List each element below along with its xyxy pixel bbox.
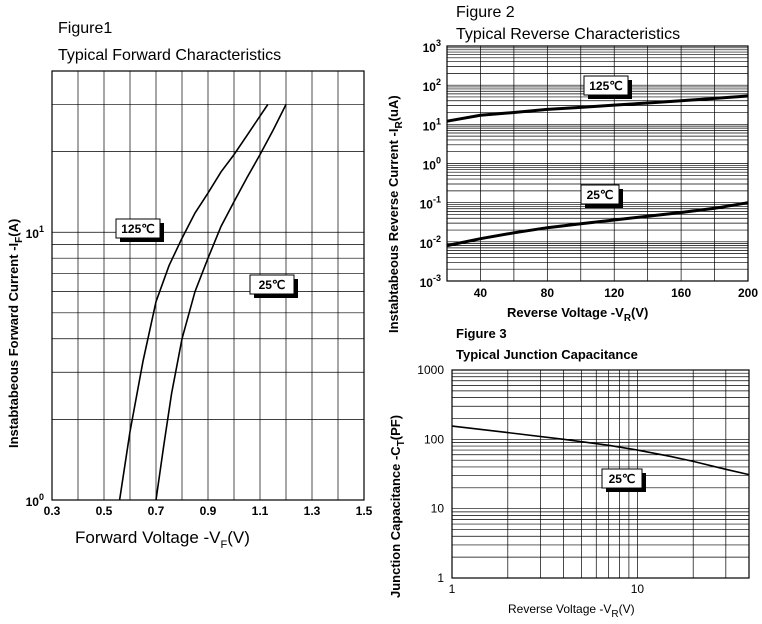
figure-1-label: Figure1 [58,20,112,37]
figure-3-series-label-box [601,468,643,489]
figure-3-series-label: 25℃ [609,472,636,486]
figure-2-series-label-box [580,184,620,205]
figure-3-y-tick-label: 1000 [417,363,444,377]
figure-2-plot-frame [446,45,749,282]
figure-2-series-line [446,201,749,248]
figure-2-y-axis-label: Instabtabeous Reverse Current -IR(uA) [386,95,405,333]
figure-1-series-label-box [249,274,295,295]
figure-2-chart: Figure 2 Typical Reverse Characteristics… [386,4,758,333]
figure-2-label: Figure 2 [456,4,515,21]
figure-3-plot-frame [451,369,750,579]
figure-2-grid [446,45,749,282]
figure-3-y-tick-label: 100 [424,432,444,446]
figure-1-series-labels: 125℃ 25℃ [115,218,298,298]
figure-2-y-tick-label: 103 [423,38,441,55]
figure-3-curves [451,425,750,476]
figure-1-x-tick-label: 0.5 [96,504,113,518]
figure-2-series-labels: 125℃ 25℃ [580,75,632,208]
figure-1-x-tick-label: 0.3 [44,504,61,518]
figure-3-x-axis-label: Reverse Voltage -VR(V) [508,602,635,620]
figure-2-y-tick-label: 10-1 [420,195,441,212]
figure-3-title: Typical Junction Capacitance [456,347,638,362]
figure-3-label: Figure 3 [456,326,507,341]
figure-1-y-axis-label: Instabtabeous Forward Current -IF(A) [6,219,25,448]
figure-3-ticks: 1 10 1000 100 10 1 [417,363,644,596]
figure-2-title: Typical Reverse Characteristics [456,26,680,43]
figure-2-y-tick-label: 101 [423,116,441,133]
figure-1-x-axis-label: Forward Voltage -VF(V) [75,528,250,551]
figure-1-plot-frame [51,70,365,501]
figure-1-x-tick-label: 1.3 [304,504,321,518]
figure-1-curves [118,104,287,501]
figure-2-x-tick-label: 160 [671,286,691,300]
figure-2-x-tick-label: 120 [604,286,624,300]
figure-2-x-tick-label: 40 [474,286,488,300]
figure-1-x-tick-label: 1.1 [252,504,269,518]
figure-3-y-axis-label: Junction Capacitance -CT(PF) [388,415,407,598]
figure-2-x-tick-label: 80 [541,286,555,300]
figure-1-x-tick-label: 0.7 [148,504,165,518]
figure-1-chart: Figure1 Typical Forward Characteristics … [6,20,373,551]
figure-2-curves [446,94,749,248]
figure-2-x-axis-label: Reverse Voltage -VR(V) [507,305,648,324]
figure-2-y-tick-label: 10-3 [420,273,441,290]
figure-2-series-label-box [583,75,629,96]
figure-1-ticks: 0.3 0.5 0.7 0.9 1.1 1.3 1.5 100 101 [26,224,373,518]
figure-2-y-tick-label: 102 [423,77,441,94]
figure-3-y-tick-label: 10 [431,502,445,516]
figure-3-y-tick-label: 1 [437,571,444,585]
figure-1-x-tick-label: 0.9 [200,504,217,518]
figure-1-series-line [155,104,287,501]
figure-2-ticks: 40 80 120 160 200 103 102 101 100 10-1 10-2 10-3 [420,38,759,300]
figure-2-series-line [446,94,749,123]
figure-3-x-tick-label: 1 [449,582,456,596]
figure-3-x-tick-label: 10 [631,582,645,596]
figure-1-series-label-box [115,218,161,239]
figure-3-series-labels: 25℃ [601,468,646,492]
figure-1-title: Typical Forward Characteristics [58,47,281,64]
figure-1-series-label: 125℃ [121,222,155,236]
figure-2-x-tick-label: 200 [738,286,758,300]
figure-1-series-line [118,104,269,501]
figure-1-grid [51,70,365,501]
figure-1-x-tick-label: 1.5 [356,504,373,518]
figure-3-grid [451,369,750,579]
figure-1-y-tick-label: 101 [26,224,44,241]
figure-1-y-tick-label: 100 [26,492,44,509]
figure-3-series-line [451,425,750,476]
figure-1-series-label: 25℃ [259,278,286,292]
figure-2-y-tick-label: 100 [423,156,441,173]
figure-2-series-label: 125℃ [589,79,623,93]
figure-2-y-tick-label: 10-2 [420,234,441,251]
figure-2-series-label: 25℃ [587,188,614,202]
